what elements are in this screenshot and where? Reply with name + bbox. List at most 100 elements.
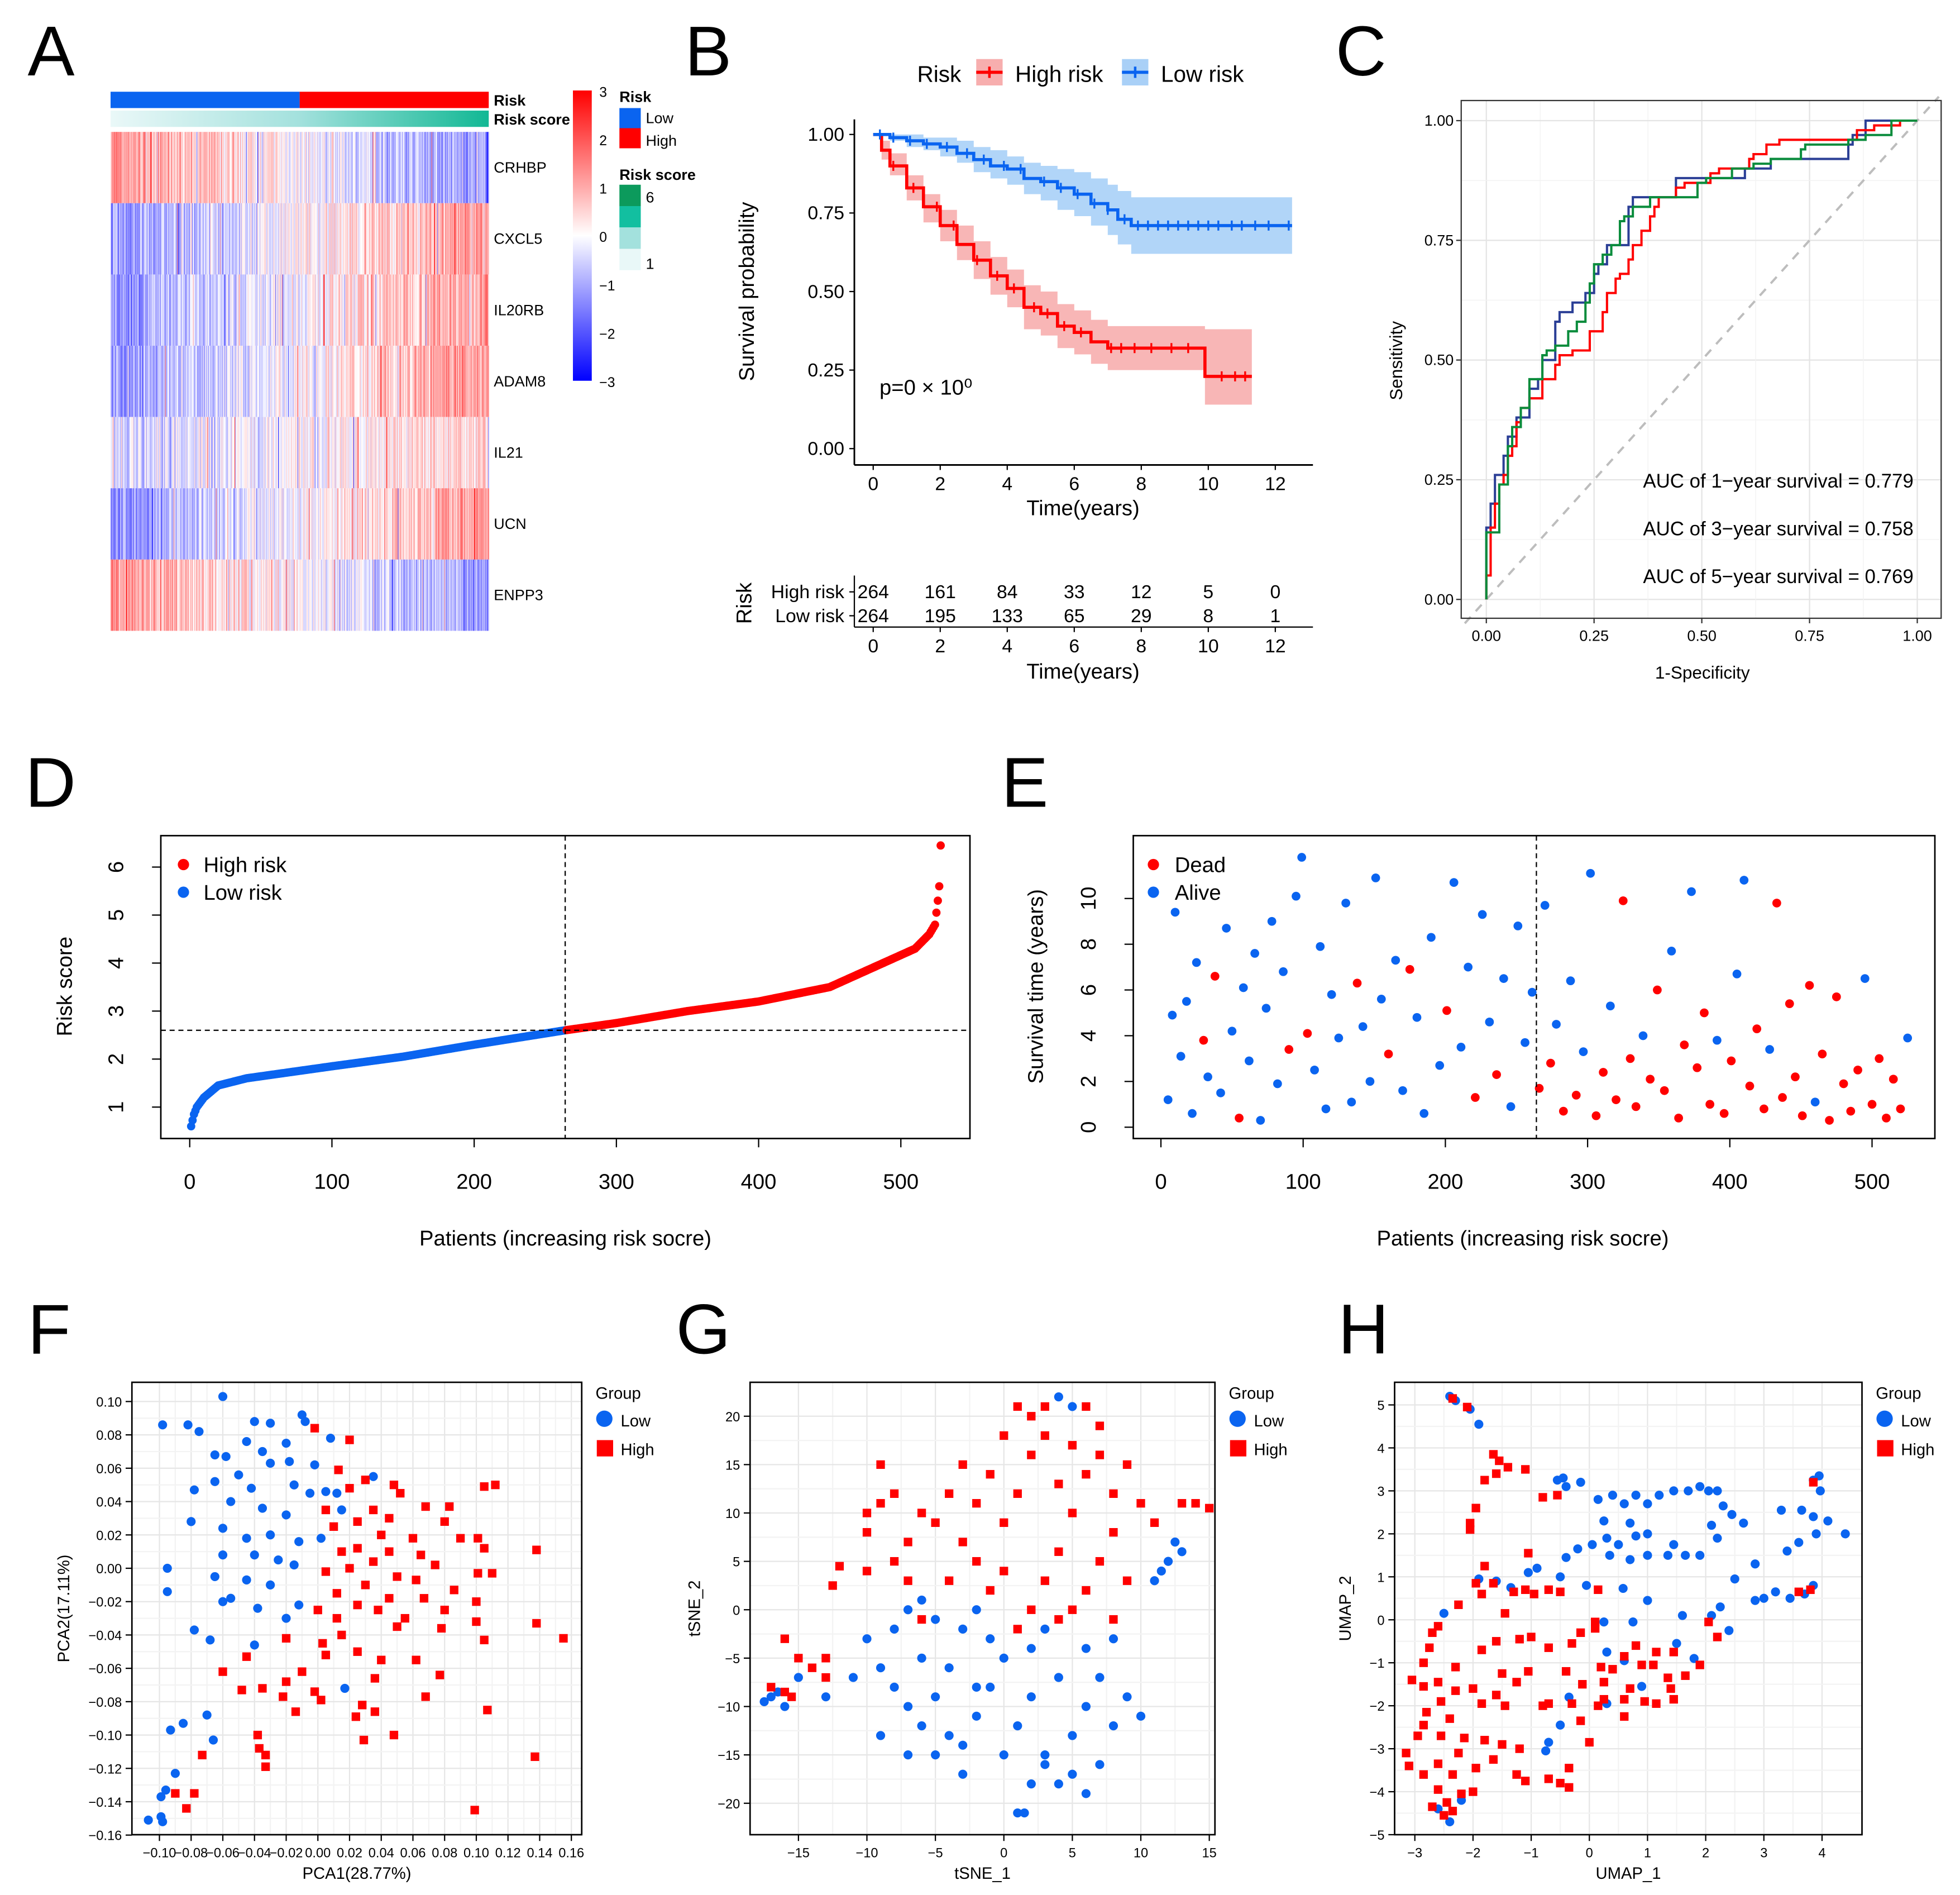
heatmap-cell bbox=[134, 488, 136, 560]
heatmap-cell bbox=[128, 274, 130, 346]
heatmap-cell bbox=[268, 346, 270, 417]
heatmap-cell bbox=[132, 346, 134, 417]
heatmap-cell bbox=[317, 203, 319, 275]
heatmap-cell bbox=[304, 559, 306, 631]
heatmap-cell bbox=[484, 346, 486, 417]
heatmap-cell bbox=[435, 132, 436, 203]
heatmap-cell bbox=[438, 346, 440, 417]
heatmap-cell bbox=[487, 417, 489, 489]
heatmap-cell bbox=[372, 559, 374, 631]
heatmap-cell bbox=[213, 559, 215, 631]
heatmap-cell bbox=[171, 488, 173, 560]
heatmap-cell bbox=[315, 488, 317, 560]
heatmap-cell bbox=[440, 417, 441, 489]
point-low bbox=[773, 1687, 783, 1697]
patient-point-alive bbox=[1261, 1004, 1271, 1013]
heatmap-cell bbox=[230, 417, 232, 489]
heatmap-cell bbox=[466, 346, 467, 417]
heatmap-cell bbox=[429, 559, 431, 631]
heatmap-cell bbox=[482, 346, 484, 417]
heatmap-cell bbox=[365, 203, 366, 275]
heatmap-cell bbox=[270, 132, 271, 203]
heatmap-cell bbox=[415, 559, 417, 631]
heatmap-cell bbox=[436, 559, 437, 631]
heatmap-cell bbox=[378, 559, 380, 631]
y-tick-label: 0.25 bbox=[1424, 471, 1454, 488]
heatmap-cell bbox=[224, 488, 226, 560]
heatmap-cell bbox=[394, 559, 395, 631]
heatmap-cell bbox=[289, 488, 290, 560]
heatmap-cell bbox=[214, 488, 216, 560]
heatmap-cell bbox=[208, 559, 209, 631]
heatmap-cell bbox=[111, 274, 112, 346]
heatmap-cell bbox=[458, 488, 460, 560]
heatmap-cell bbox=[228, 559, 230, 631]
heatmap-cell bbox=[170, 274, 172, 346]
heatmap-cell bbox=[388, 132, 389, 203]
heatmap-cell bbox=[130, 488, 131, 560]
heatmap-cell bbox=[436, 203, 438, 275]
heatmap-cell bbox=[372, 417, 374, 489]
heatmap-cell bbox=[435, 559, 436, 631]
heatmap-cell bbox=[230, 559, 232, 631]
heatmap-cell bbox=[175, 559, 176, 631]
heatmap-cell bbox=[372, 488, 374, 560]
heatmap-cell bbox=[181, 417, 183, 489]
heatmap-cell bbox=[436, 132, 438, 203]
heatmap-cell bbox=[242, 132, 243, 203]
heatmap-cell bbox=[455, 559, 456, 631]
heatmap-cell bbox=[253, 203, 255, 275]
risk-table-x-tick-label: 4 bbox=[1002, 636, 1012, 657]
heatmap-cell bbox=[111, 132, 112, 203]
heatmap-cell bbox=[441, 274, 442, 346]
heatmap-cell bbox=[400, 417, 401, 489]
heatmap-cell bbox=[143, 559, 145, 631]
heatmap-cell bbox=[408, 559, 410, 631]
x-tick-label: 400 bbox=[1712, 1170, 1748, 1194]
heatmap-cell bbox=[479, 488, 480, 560]
heatmap-cell bbox=[140, 346, 141, 417]
heatmap-cell bbox=[112, 132, 113, 203]
heatmap-cell bbox=[305, 203, 307, 275]
heatmap-cell bbox=[155, 559, 157, 631]
heatmap-cell bbox=[380, 488, 381, 560]
heatmap-cell bbox=[162, 274, 164, 346]
heatmap-cell bbox=[332, 274, 334, 346]
heatmap-cell bbox=[484, 346, 485, 417]
heatmap-cell bbox=[355, 488, 356, 560]
heatmap-cell bbox=[282, 346, 284, 417]
heatmap-cell bbox=[309, 203, 311, 275]
heatmap-cell bbox=[350, 559, 352, 631]
patient-point-alive bbox=[1667, 947, 1676, 956]
heatmap-cell bbox=[390, 559, 392, 631]
heatmap-cell bbox=[148, 203, 150, 275]
point-low bbox=[1095, 1760, 1105, 1769]
heatmap-cell bbox=[438, 203, 439, 275]
heatmap-cell bbox=[208, 274, 210, 346]
heatmap-cell bbox=[147, 132, 149, 203]
heatmap-cell bbox=[190, 417, 192, 489]
heatmap-cell bbox=[472, 132, 474, 203]
heatmap-cell bbox=[365, 132, 366, 203]
patient-point-alive bbox=[1732, 970, 1742, 978]
patient-point-dead bbox=[1727, 1056, 1736, 1066]
heatmap-cell bbox=[136, 559, 138, 631]
heatmap-cell bbox=[345, 417, 346, 489]
point-high bbox=[353, 1544, 362, 1553]
heatmap-cell bbox=[164, 132, 166, 203]
heatmap-cell bbox=[275, 203, 276, 275]
heatmap-cell bbox=[254, 559, 255, 631]
heatmap-cell bbox=[130, 417, 131, 489]
heatmap-cell bbox=[287, 488, 289, 560]
heatmap-cell bbox=[201, 203, 203, 275]
legend-title-risk: Risk bbox=[619, 88, 652, 105]
heatmap-cell bbox=[128, 346, 130, 417]
heatmap-cell bbox=[464, 488, 466, 560]
legend-label-low: Low bbox=[621, 1412, 652, 1430]
heatmap-cell bbox=[455, 417, 456, 489]
heatmap-cell bbox=[152, 417, 154, 489]
heatmap-cell bbox=[471, 203, 472, 275]
point-low bbox=[1013, 1721, 1022, 1731]
heatmap-cell bbox=[115, 417, 117, 489]
heatmap-cell bbox=[362, 346, 364, 417]
